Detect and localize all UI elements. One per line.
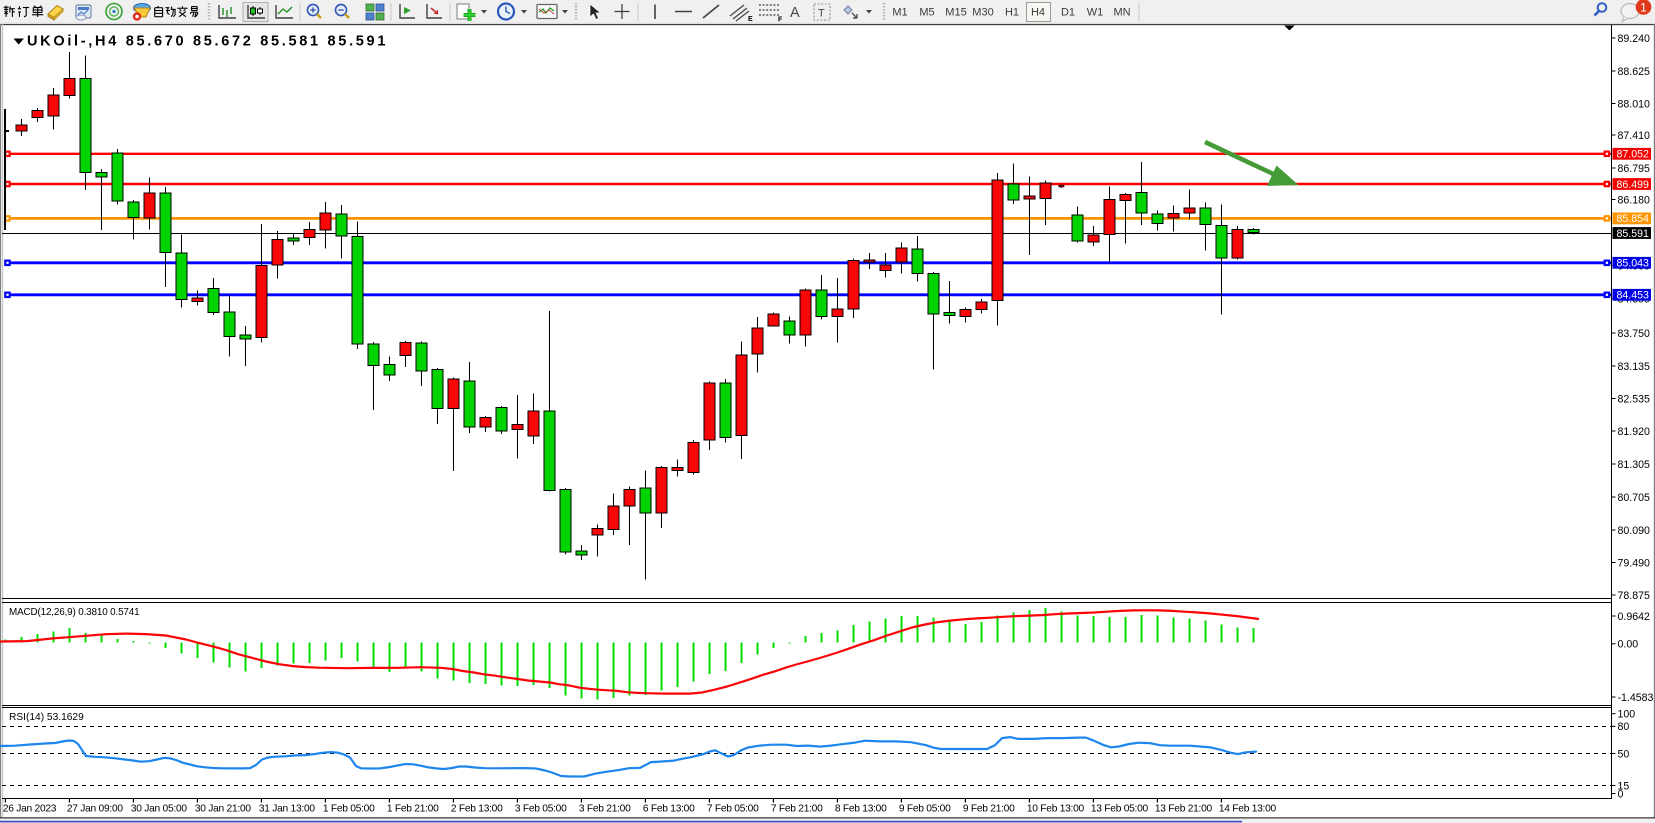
svg-text:H4: H4 (1031, 7, 1045, 19)
svg-text:1: 1 (1640, 1, 1647, 15)
svg-text:84.453: 84.453 (1617, 290, 1650, 302)
svg-text:T: T (818, 8, 825, 20)
svg-text:M1: M1 (892, 7, 907, 19)
svg-text:H1: H1 (1005, 7, 1019, 19)
svg-text:0.9642: 0.9642 (1618, 611, 1651, 623)
svg-text:6 Feb 13:00: 6 Feb 13:00 (643, 804, 695, 815)
svg-text:88.010: 88.010 (1618, 98, 1651, 110)
svg-text:1 Feb 05:00: 1 Feb 05:00 (323, 804, 375, 815)
svg-text:MN: MN (1113, 7, 1130, 19)
svg-text:RSI(14) 53.1629: RSI(14) 53.1629 (9, 712, 84, 723)
svg-text:80.705: 80.705 (1618, 492, 1651, 504)
svg-text:D1: D1 (1061, 7, 1075, 19)
svg-text:81.305: 81.305 (1618, 459, 1651, 471)
svg-text:A: A (790, 5, 800, 21)
svg-text:7 Feb 05:00: 7 Feb 05:00 (707, 804, 759, 815)
svg-text:82.535: 82.535 (1618, 393, 1651, 405)
svg-text:-1.4583: -1.4583 (1618, 692, 1654, 704)
svg-text:85.591: 85.591 (1617, 228, 1650, 240)
svg-text:0.00: 0.00 (1618, 639, 1639, 651)
svg-text:81.920: 81.920 (1618, 426, 1651, 438)
svg-text:86.795: 86.795 (1618, 163, 1651, 175)
svg-text:M15: M15 (945, 7, 966, 19)
svg-text:M5: M5 (919, 7, 934, 19)
svg-text:89.240: 89.240 (1618, 33, 1651, 45)
svg-text:50: 50 (1618, 748, 1630, 760)
svg-text:80: 80 (1618, 721, 1630, 733)
svg-text:87.410: 87.410 (1618, 130, 1651, 142)
svg-text:10 Feb 13:00: 10 Feb 13:00 (1027, 804, 1085, 815)
svg-text:30 Jan 05:00: 30 Jan 05:00 (131, 804, 187, 815)
svg-text:E: E (748, 16, 753, 23)
svg-text:79.490: 79.490 (1618, 557, 1651, 569)
svg-text:9 Feb 05:00: 9 Feb 05:00 (899, 804, 951, 815)
svg-text:8 Feb 13:00: 8 Feb 13:00 (835, 804, 887, 815)
svg-text:88.625: 88.625 (1618, 66, 1651, 78)
svg-text:30 Jan 21:00: 30 Jan 21:00 (195, 804, 251, 815)
svg-text:0: 0 (1618, 788, 1624, 800)
svg-text:3 Feb 21:00: 3 Feb 21:00 (579, 804, 631, 815)
svg-text:13 Feb 21:00: 13 Feb 21:00 (1155, 804, 1213, 815)
svg-text:83.750: 83.750 (1618, 328, 1651, 340)
svg-text:1 Feb 21:00: 1 Feb 21:00 (387, 804, 439, 815)
svg-text:86.180: 86.180 (1618, 194, 1651, 206)
svg-text:100: 100 (1618, 709, 1636, 721)
svg-text:3 Feb 05:00: 3 Feb 05:00 (515, 804, 567, 815)
svg-text:7 Feb 21:00: 7 Feb 21:00 (771, 804, 823, 815)
svg-text:85.043: 85.043 (1617, 258, 1650, 270)
svg-text:80.090: 80.090 (1618, 525, 1651, 537)
svg-text:MACD(12,26,9) 0.3810 0.5741: MACD(12,26,9) 0.3810 0.5741 (9, 607, 140, 618)
svg-text:F: F (778, 17, 783, 24)
svg-text:UKOil-,H4 85.670 85.672 85.58: UKOil-,H4 85.670 85.672 85.581 85.591 (27, 34, 388, 50)
svg-text:9 Feb 21:00: 9 Feb 21:00 (963, 804, 1015, 815)
svg-text:W1: W1 (1087, 7, 1104, 19)
svg-text:14 Feb 13:00: 14 Feb 13:00 (1219, 804, 1277, 815)
svg-text:M30: M30 (972, 7, 993, 19)
svg-text:26 Jan 2023: 26 Jan 2023 (3, 804, 57, 815)
svg-text:83.135: 83.135 (1618, 361, 1651, 373)
svg-text:2 Feb 13:00: 2 Feb 13:00 (451, 804, 503, 815)
svg-text:78.875: 78.875 (1618, 590, 1651, 602)
svg-text:13 Feb 05:00: 13 Feb 05:00 (1091, 804, 1149, 815)
svg-text:27 Jan 09:00: 27 Jan 09:00 (67, 804, 123, 815)
svg-text:31 Jan 13:00: 31 Jan 13:00 (259, 804, 315, 815)
svg-text:86.499: 86.499 (1617, 179, 1650, 191)
svg-text:87.052: 87.052 (1617, 149, 1650, 161)
svg-text:15: 15 (1618, 780, 1630, 792)
svg-text:85.854: 85.854 (1617, 213, 1650, 225)
